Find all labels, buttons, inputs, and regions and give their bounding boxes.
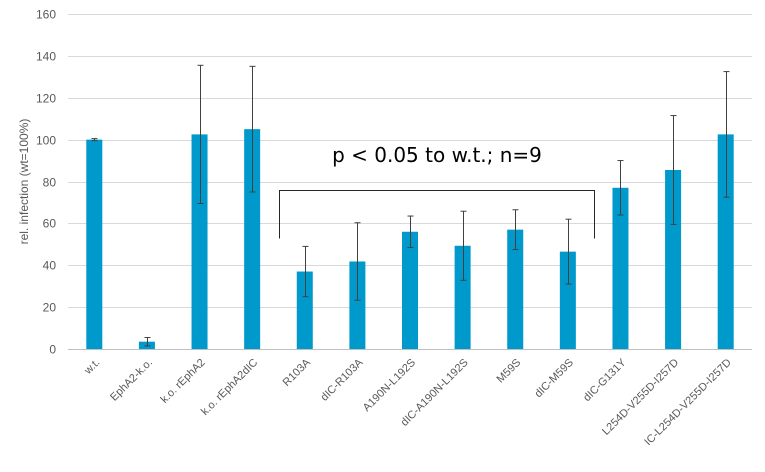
bar: [507, 229, 524, 349]
error-bar: [302, 245, 309, 298]
bar: [138, 341, 155, 349]
x-tick-label: dIC-R103A: [319, 356, 366, 403]
error-bar: [617, 160, 624, 216]
x-tick-label: EphA2-k.o.: [108, 357, 155, 404]
error-bar: [723, 71, 730, 198]
y-tick-label: 80: [43, 176, 57, 190]
significance-annotation: p < 0.05 to w.t.; n=9: [332, 143, 542, 167]
y-tick-label: 120: [36, 92, 56, 106]
x-tick-label: k.o. rEphA2dIC: [199, 357, 260, 418]
error-bar: [91, 138, 98, 142]
bar: [349, 261, 366, 349]
y-tick-label: 140: [36, 50, 56, 64]
bar: [296, 271, 313, 349]
y-tick-label: 60: [43, 217, 57, 231]
significance-bracket: [279, 190, 595, 239]
error-bar: [407, 215, 414, 248]
error-bar: [565, 218, 572, 285]
bars: [86, 129, 734, 349]
x-tick-label: dIC-G131Y: [581, 356, 629, 404]
y-tick-label: 100: [36, 134, 56, 148]
error-bar: [354, 222, 361, 301]
bar: [86, 139, 103, 349]
error-bar: [512, 209, 519, 251]
y-tick-label: 0: [49, 343, 56, 357]
error-bar: [249, 65, 256, 193]
y-tick-labels: 0 20 40 60 80 100 120 140 160: [36, 8, 56, 357]
bar: [717, 134, 734, 349]
x-tick-label: M59S: [495, 357, 524, 386]
x-tick-label: R103A: [281, 356, 314, 389]
bar: [665, 169, 682, 349]
error-bars: [91, 64, 730, 347]
x-tick-label: k.o. rEphA2: [159, 357, 208, 406]
x-tick-label: w.t.: [82, 357, 103, 378]
bar: [244, 129, 261, 349]
y-tick-label: 160: [36, 8, 56, 22]
y-tick-label: 40: [43, 259, 57, 273]
bar: [402, 231, 418, 349]
bar: [191, 134, 208, 349]
error-bar: [460, 210, 467, 281]
x-tick-label: IC-L254D-V255D-I257D: [642, 357, 734, 449]
x-tick-label: dIC-M59S: [532, 357, 576, 401]
error-bar: [144, 336, 151, 347]
error-bar: [197, 64, 204, 204]
bar: [559, 251, 576, 349]
y-tick-label: 20: [43, 301, 57, 315]
error-bar: [670, 115, 677, 225]
bar: [612, 187, 629, 349]
x-tick-label: A190N-L192S: [361, 357, 418, 414]
bar: [454, 245, 471, 349]
y-axis-label: rel. infection (wt=100%): [17, 119, 31, 245]
